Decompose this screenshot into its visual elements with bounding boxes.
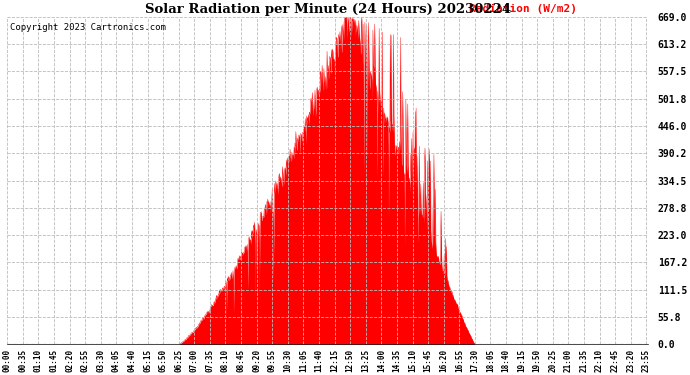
Text: Radiation (W/m2): Radiation (W/m2) xyxy=(469,4,577,13)
Title: Solar Radiation per Minute (24 Hours) 20230224: Solar Radiation per Minute (24 Hours) 20… xyxy=(145,3,511,16)
Text: Copyright 2023 Cartronics.com: Copyright 2023 Cartronics.com xyxy=(10,24,166,33)
